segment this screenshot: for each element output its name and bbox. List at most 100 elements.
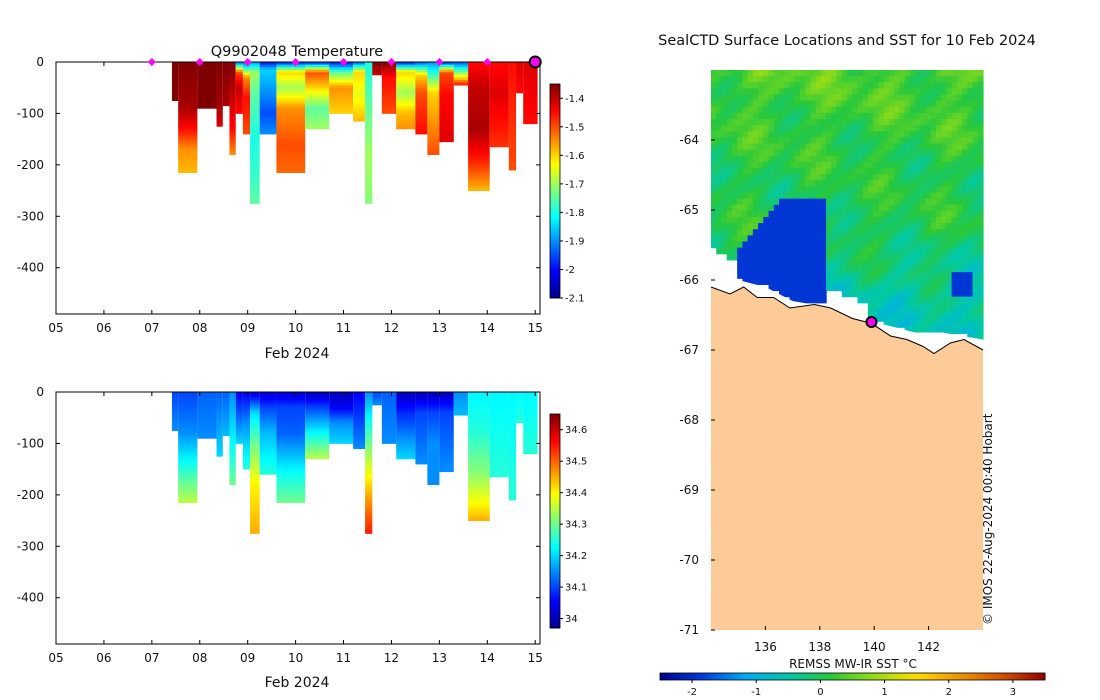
y-tick-label: -200 [17, 158, 44, 172]
sst-cell [946, 168, 953, 175]
sst-cell [810, 125, 817, 132]
sst-cell [805, 125, 811, 132]
profile-cell [365, 530, 373, 534]
profile-cell [250, 108, 260, 112]
sst-cell [747, 88, 754, 96]
sst-cell [752, 217, 759, 224]
sst-cell [794, 137, 801, 145]
sst-cell [742, 70, 749, 77]
profile-cell [171, 415, 179, 419]
profile-cell [250, 162, 260, 166]
sst-cell [820, 76, 827, 83]
sst-cell [716, 161, 723, 169]
profile-cell [305, 415, 330, 419]
sst-cell [742, 266, 749, 273]
profile-cell [250, 469, 260, 473]
colorbar-swatch [550, 241, 560, 245]
sst-cell [873, 247, 879, 255]
sst-cell [716, 76, 723, 83]
profile-cell [365, 453, 373, 457]
sst-cell [815, 82, 822, 89]
profile-cell [276, 144, 306, 148]
profile-cell [216, 422, 223, 426]
colorbar-swatch [550, 185, 560, 189]
sst-cell [962, 125, 968, 132]
profile-cell [242, 118, 251, 122]
sst-cell [758, 94, 764, 102]
sst-cell [967, 180, 974, 187]
profile-cell [365, 118, 373, 122]
profile-cell [222, 62, 230, 65]
profile-column [276, 392, 306, 503]
colorbar-swatch [550, 451, 560, 455]
sst-cell [847, 100, 853, 108]
sst-cell [826, 100, 832, 108]
profile-cell [489, 410, 509, 413]
profile-cell [396, 412, 416, 416]
profile-cell [508, 159, 517, 163]
sst-cell [857, 106, 864, 114]
sst-cell [810, 82, 817, 89]
profile-cell [329, 430, 354, 434]
profile-cell [353, 113, 366, 117]
sst-cell [836, 192, 843, 200]
profile-cell [229, 474, 236, 478]
profile-cell [222, 402, 230, 406]
sst-colorbar-swatch [993, 673, 998, 680]
temperature-chart-title: Q9902048 Temperature [211, 44, 384, 60]
profile-cell [353, 62, 366, 65]
sst-cell [909, 137, 916, 145]
profile-cell [178, 404, 198, 408]
profile-cell [229, 113, 236, 117]
sst-cell [742, 119, 749, 126]
sst-cell [810, 290, 817, 298]
profile-cell [381, 100, 397, 104]
sst-cell [956, 217, 963, 224]
profile-cell [365, 461, 373, 465]
profile-cell [178, 64, 198, 68]
sst-cell [956, 192, 963, 200]
sst-cell [711, 131, 717, 138]
sst-cell [972, 119, 979, 126]
sst-cell [894, 296, 900, 304]
profile-cell [329, 87, 354, 91]
sst-cell [935, 223, 942, 230]
sst-cell [873, 186, 879, 194]
profile-cell [259, 64, 277, 68]
sst-colorbar-swatch [660, 673, 664, 680]
sst-cell [836, 76, 843, 83]
profile-cell [259, 110, 277, 114]
sst-cell [752, 192, 759, 200]
profile-cell [381, 410, 397, 413]
colorbar-swatch [550, 97, 560, 101]
sst-cell [967, 210, 974, 218]
profile-cell [250, 110, 260, 114]
sst-cell [977, 302, 984, 310]
sst-cell [763, 192, 770, 200]
profile-cell [365, 466, 373, 470]
sst-cell [909, 161, 916, 169]
profile-cell [468, 412, 490, 416]
profile-cell [259, 456, 277, 460]
profile-cell [489, 126, 509, 130]
profile-cell [305, 121, 330, 125]
profile-cell [222, 64, 230, 68]
profile-cell [365, 95, 373, 99]
profile-cell [523, 446, 538, 449]
sst-colorbar-swatch [797, 673, 802, 680]
sst-cell [873, 272, 879, 279]
profile-cell [178, 428, 198, 431]
sst-cell [810, 137, 817, 145]
sst-cell [909, 223, 916, 230]
colorbar-swatch [550, 561, 560, 565]
profile-cell [197, 92, 217, 96]
profile-cell [365, 69, 373, 73]
sst-cell [941, 290, 947, 298]
sst-cell [857, 76, 864, 83]
profile-cell [276, 82, 306, 86]
sst-cell [883, 296, 890, 304]
profile-column [235, 392, 243, 444]
sst-cell [951, 266, 958, 273]
sst-cell [904, 106, 911, 114]
profile-cell [415, 433, 428, 437]
